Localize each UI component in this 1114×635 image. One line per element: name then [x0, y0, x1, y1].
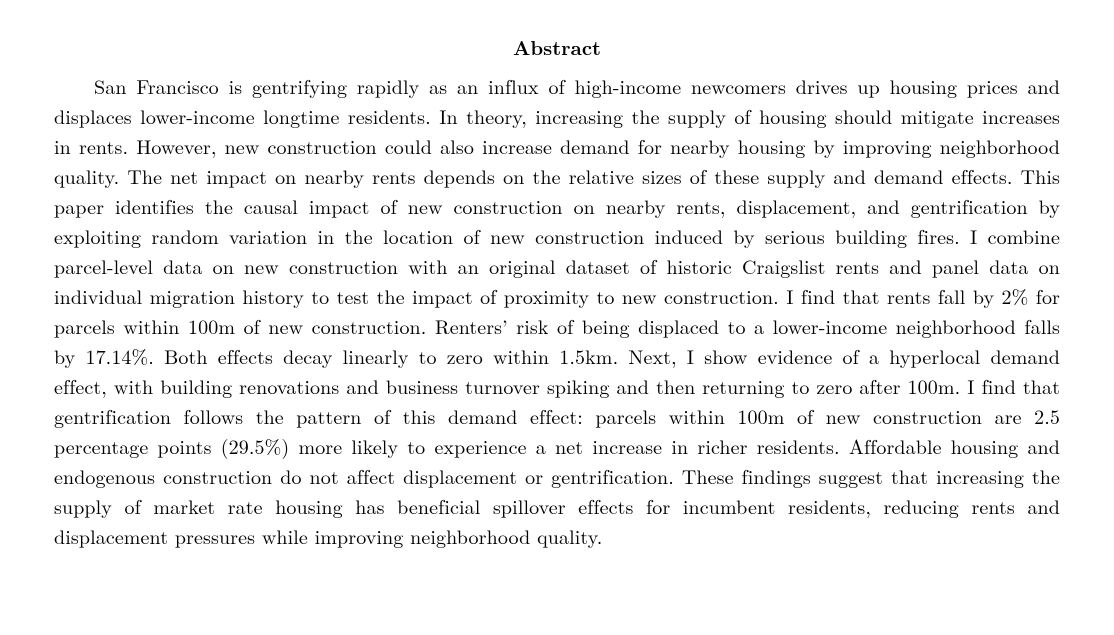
abstract-heading: Abstract: [54, 32, 1060, 61]
abstract-page: Abstract San Francisco is gentrifying ra…: [0, 0, 1114, 551]
abstract-body-text: San Francisco is gentrifying rapidly as …: [54, 71, 1060, 551]
